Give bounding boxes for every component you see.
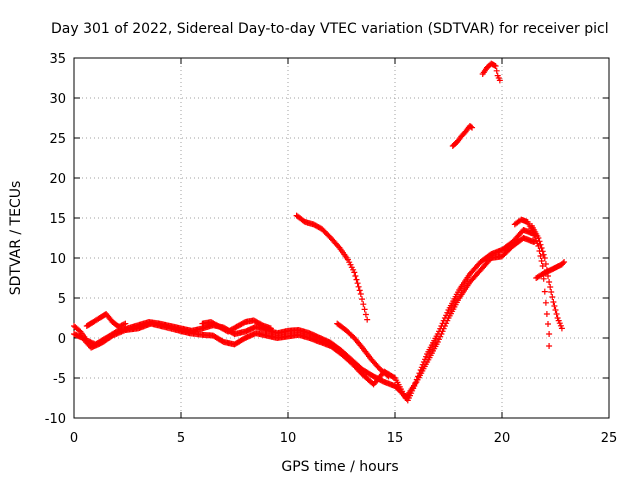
data-point	[545, 321, 551, 327]
y-tick-label: 15	[49, 212, 66, 227]
grid-lines	[74, 58, 609, 418]
data-point	[540, 251, 547, 258]
data-point	[541, 288, 548, 295]
data-point	[444, 317, 451, 324]
trace-5	[293, 212, 371, 323]
data-point	[558, 325, 565, 332]
data-point	[357, 291, 364, 297]
data-point	[364, 316, 371, 323]
data-point	[351, 269, 358, 276]
y-tick-label: -5	[53, 372, 66, 387]
trace-6	[334, 320, 392, 380]
trace-11	[533, 259, 568, 281]
data-point	[352, 273, 359, 279]
data-point	[434, 339, 441, 345]
data-point	[423, 353, 429, 360]
data-point	[359, 296, 365, 303]
data-point	[542, 299, 549, 306]
data-point	[551, 303, 558, 309]
data-point	[547, 284, 554, 290]
data-point	[440, 325, 447, 332]
data-point	[469, 124, 476, 131]
data-point	[539, 248, 546, 255]
data-point	[267, 325, 274, 332]
trace-1	[71, 227, 538, 404]
trace-2	[71, 235, 538, 401]
data-point	[543, 311, 550, 317]
data-point	[542, 261, 549, 267]
trace-4	[199, 317, 274, 335]
data-point	[355, 283, 362, 290]
data-point	[548, 289, 555, 295]
trace-3	[83, 311, 129, 330]
data-point	[384, 372, 391, 379]
x-tick-label: 20	[494, 431, 511, 446]
y-tick-label: 20	[49, 172, 66, 187]
data-point	[560, 260, 566, 267]
data-point	[552, 307, 559, 313]
data-point	[535, 235, 542, 241]
y-tick-label: 35	[49, 52, 66, 67]
data-point	[561, 259, 568, 265]
data-point	[546, 343, 553, 349]
y-axis-label: SDTVAR / TECUs	[8, 181, 24, 296]
data-point	[353, 276, 360, 283]
x-tick-label: 15	[387, 431, 404, 446]
data-point	[360, 301, 367, 308]
y-tick-label: 0	[58, 332, 66, 347]
data-point	[536, 238, 543, 245]
data-point	[362, 311, 369, 318]
data-point	[537, 241, 544, 248]
data-point	[541, 255, 548, 261]
data-point	[385, 373, 392, 380]
data-point	[546, 279, 553, 285]
data-point	[540, 275, 547, 282]
data-point	[444, 309, 451, 316]
data-point	[122, 320, 129, 327]
y-tick-label: -10	[45, 412, 66, 427]
data-point	[538, 245, 545, 251]
chart-title: Day 301 of 2022, Sidereal Day-to-day VTE…	[51, 21, 609, 37]
x-tick-label: 25	[601, 431, 618, 446]
data-point	[549, 294, 556, 300]
data-point	[546, 331, 553, 337]
trace-8	[479, 60, 503, 84]
x-tick-label: 0	[70, 431, 78, 446]
data-point	[553, 311, 560, 317]
axis-ticks: 0 5 10 15 20 25 -10 -5 0 5 10 15 20 25 30 35	[45, 52, 618, 446]
x-axis-label: GPS time / hours	[281, 459, 398, 475]
data-point	[538, 258, 545, 264]
trace-10	[529, 223, 565, 332]
data-point	[492, 63, 499, 69]
data-point	[356, 287, 363, 294]
data-point	[550, 299, 557, 305]
data-point	[438, 331, 445, 337]
data-point	[539, 263, 546, 269]
y-tick-label: 10	[49, 252, 66, 267]
data-point	[117, 323, 124, 330]
y-tick-label: 25	[49, 132, 66, 147]
trace-7	[449, 123, 476, 149]
y-tick-label: 5	[58, 292, 66, 307]
data-point	[354, 280, 361, 287]
data-point	[437, 333, 444, 340]
data-point	[496, 77, 503, 84]
x-tick-label: 10	[280, 431, 297, 446]
data-point	[441, 323, 448, 329]
data-point	[468, 123, 474, 130]
x-tick-label: 5	[177, 431, 185, 446]
data-point	[493, 67, 500, 74]
data-point	[361, 306, 368, 313]
y-tick-label: 30	[49, 92, 66, 107]
plot-frame	[73, 57, 610, 419]
data-point	[537, 253, 544, 259]
data-marks	[71, 60, 568, 404]
